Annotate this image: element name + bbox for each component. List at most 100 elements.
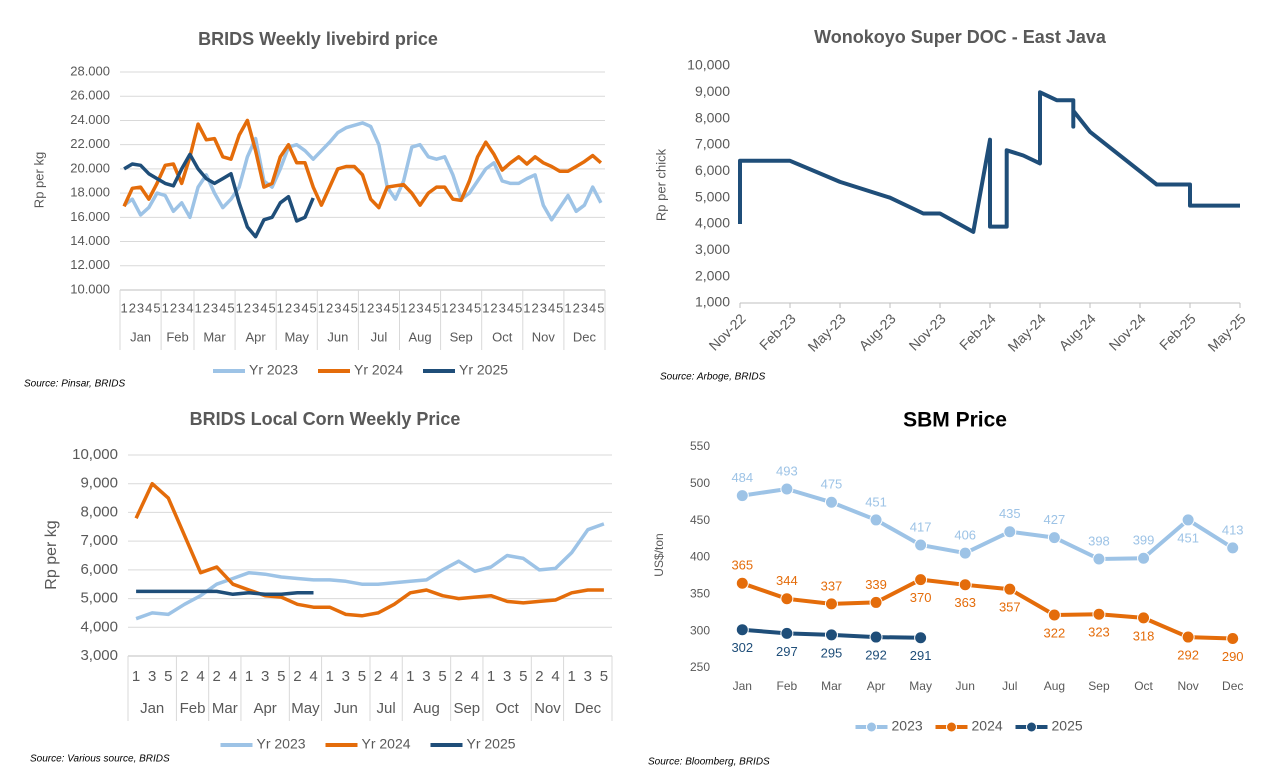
y-tick-label: 9,000 xyxy=(80,475,118,492)
source: Source: Bloomberg, BRIDS xyxy=(648,757,770,768)
x-tick-label: 1 xyxy=(318,300,325,315)
x-tick-label: 4 xyxy=(384,300,391,315)
marker xyxy=(958,578,972,592)
x-tick-label: 1 xyxy=(523,300,530,315)
y-tick-label: 20.000 xyxy=(70,160,110,175)
x-tick-label: 2 xyxy=(532,300,539,315)
marker xyxy=(869,630,883,644)
x-tick-label: 3 xyxy=(211,300,218,315)
x-tick-label: 5 xyxy=(515,300,522,315)
data-label: 398 xyxy=(1088,533,1110,548)
y-axis-label: Rp per chick xyxy=(653,148,668,221)
data-label: 290 xyxy=(1222,649,1244,664)
x-tick-label: 1 xyxy=(441,300,448,315)
x-group-label: Nov xyxy=(534,700,561,717)
marker xyxy=(824,597,838,611)
x-tick-label: 4 xyxy=(219,300,226,315)
x-group-label: Sep xyxy=(450,329,473,344)
x-tick-label: 5 xyxy=(392,300,399,315)
x-tick-label: 3 xyxy=(499,300,506,315)
y-axis-label: Rp per kg xyxy=(31,152,46,208)
x-tick-label: 5 xyxy=(351,300,358,315)
y-tick-label: 10.000 xyxy=(70,281,110,296)
legend-label: 2024 xyxy=(972,718,1003,734)
y-tick-label: 12.000 xyxy=(70,257,110,272)
y-tick-label: 24.000 xyxy=(70,112,110,127)
x-tick-label: 2 xyxy=(455,668,463,685)
y-tick-label: 550 xyxy=(690,439,710,453)
marker xyxy=(1092,552,1106,566)
marker xyxy=(1047,531,1061,545)
marker xyxy=(914,573,928,587)
x-group-label: Nov xyxy=(532,329,556,344)
data-label: 413 xyxy=(1222,522,1244,537)
x-tick-label: Nov-24 xyxy=(1106,310,1149,353)
x-tick-label: Nov-23 xyxy=(906,310,949,353)
x-group-label: Apr xyxy=(253,700,276,717)
x-tick-label: 5 xyxy=(164,668,172,685)
x-tick-label: Nov-22 xyxy=(706,310,749,353)
y-tick-label: 4,000 xyxy=(695,215,730,231)
data-label: 339 xyxy=(865,577,887,592)
marker xyxy=(1003,525,1017,539)
x-tick-label: 3 xyxy=(416,300,423,315)
x-tick-label: 4 xyxy=(390,668,398,685)
x-tick-label: 3 xyxy=(252,300,259,315)
x-group-label: Sep xyxy=(453,700,480,717)
x-tick-label: 4 xyxy=(589,300,596,315)
data-label: 365 xyxy=(731,558,753,573)
x-tick-label: 4 xyxy=(301,300,308,315)
x-tick-label: 4 xyxy=(145,300,152,315)
x-tick-label: 5 xyxy=(277,668,285,685)
x-group-label: May xyxy=(291,700,320,717)
x-tick-label: May-23 xyxy=(804,310,848,354)
y-tick-label: 5,000 xyxy=(695,188,730,204)
legend-marker xyxy=(946,721,957,733)
x-tick-label: 2 xyxy=(449,300,456,315)
data-label: 363 xyxy=(954,595,976,610)
series-line xyxy=(738,90,1240,234)
data-label: 337 xyxy=(821,578,843,593)
x-tick-label: 5 xyxy=(358,668,366,685)
data-label: 322 xyxy=(1044,625,1066,640)
legend-label: Yr 2024 xyxy=(362,736,411,752)
x-tick-label: Feb-24 xyxy=(956,310,999,353)
data-label: 451 xyxy=(1177,530,1199,545)
marker xyxy=(1226,541,1240,555)
data-label: 451 xyxy=(865,494,887,509)
x-tick-label: 4 xyxy=(229,668,237,685)
marker xyxy=(824,628,838,642)
x-tick-label: 2 xyxy=(180,668,188,685)
x-group-label: Dec xyxy=(574,700,601,717)
y-tick-label: 6,000 xyxy=(695,162,730,178)
x-tick-label: 4 xyxy=(466,300,473,315)
x-tick-label: 2 xyxy=(293,668,301,685)
x-tick-label: 1 xyxy=(406,668,414,685)
marker xyxy=(958,546,972,560)
x-tick-label: 1 xyxy=(359,300,366,315)
chart-title: Wonokoyo Super DOC - East Java xyxy=(814,27,1107,47)
marker xyxy=(780,626,794,640)
x-tick-label: 4 xyxy=(548,300,555,315)
x-tick-label: 3 xyxy=(581,300,588,315)
legend-label: Yr 2025 xyxy=(467,736,516,752)
legend-label: 2025 xyxy=(1052,718,1083,734)
data-label: 344 xyxy=(776,573,798,588)
x-tick-label: 1 xyxy=(120,300,127,315)
x-tick-label: 5 xyxy=(268,300,275,315)
marker xyxy=(914,631,928,645)
data-label: 370 xyxy=(910,590,932,605)
x-tick-label: 4 xyxy=(196,668,204,685)
y-tick-label: 28.000 xyxy=(70,63,110,78)
x-tick-label: May xyxy=(909,679,932,693)
x-group-label: Jun xyxy=(327,329,348,344)
data-label: 399 xyxy=(1133,533,1155,548)
x-tick-label: Jan xyxy=(733,679,752,693)
x-group-label: Aug xyxy=(408,329,431,344)
y-axis-label: US$/ton xyxy=(652,533,666,576)
x-tick-label: 5 xyxy=(519,668,527,685)
marker xyxy=(1137,611,1151,625)
x-tick-label: 2 xyxy=(129,300,136,315)
x-group-label: Jan xyxy=(140,700,164,717)
